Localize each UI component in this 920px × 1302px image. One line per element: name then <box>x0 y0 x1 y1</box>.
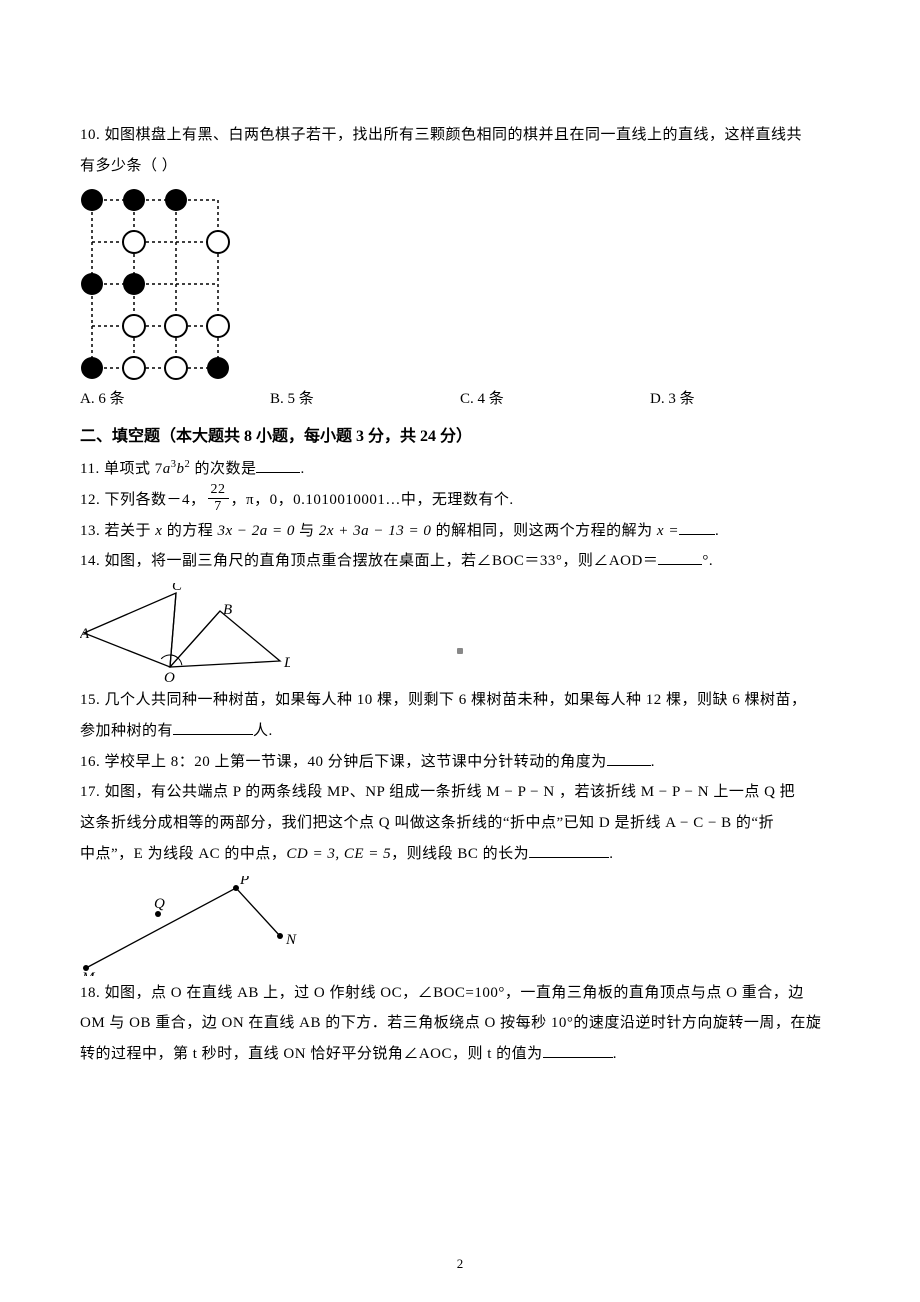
q10-opt-b: B. 5 条 <box>270 384 460 415</box>
svg-text:M: M <box>81 970 96 976</box>
q10-options: A. 6 条 B. 5 条 C. 4 条 D. 3 条 <box>80 384 840 415</box>
q15-end: 人. <box>253 723 273 739</box>
q12-post: 个. <box>494 492 514 508</box>
q15-a: 15. 几个人共同种一种树苗，如果每人种 10 棵，则剩下 6 棵树苗未种，如果… <box>80 685 840 716</box>
q11-post: 的次数是 <box>190 461 256 477</box>
svg-text:P: P <box>239 876 249 888</box>
svg-text:N: N <box>285 932 297 948</box>
q11-v1: a <box>163 461 171 477</box>
polyline-mpn-svg: M Q P N <box>80 876 300 976</box>
q12-den: 7 <box>208 499 229 514</box>
q13-eq1: 3x − 2a = 0 <box>217 523 294 539</box>
q15-b-line: 参加种树的有 人. <box>80 716 840 747</box>
q12-mid: ，π，0，0.1010010001…中，无理数有 <box>231 492 494 508</box>
q17-c-mid: ，则线段 BC 的长为 <box>391 846 529 862</box>
q18-b: OM 与 OB 重合，边 ON 在直线 AB 的下方．若三角板绕点 O 按每秒 … <box>80 1008 840 1039</box>
q13-pre: 13. 若关于 <box>80 523 155 539</box>
q17-blank <box>529 843 609 858</box>
q13-mid3: 的解相同，则这两个方程的解为 <box>431 523 657 539</box>
svg-text:A: A <box>80 626 90 642</box>
q18-end: . <box>613 1046 617 1062</box>
q18-c-line: 转的过程中，第 t 秒时，直线 ON 恰好平分锐角∠AOC，则 t 的值为. <box>80 1039 840 1070</box>
q11-blank <box>256 458 300 473</box>
q18-c: 转的过程中，第 t 秒时，直线 ON 恰好平分锐角∠AOC，则 t 的值为 <box>80 1046 543 1062</box>
q14-text: 14. 如图，将一副三角尺的直角顶点重合摆放在桌面上，若∠BOC＝33°，则∠A… <box>80 553 658 569</box>
svg-text:Q: Q <box>154 896 165 912</box>
svg-text:D: D <box>283 655 290 671</box>
q17-a: 17. 如图，有公共端点 P 的两条线段 MP、NP 组成一条折线 M − P … <box>80 777 840 808</box>
q17-c-line: 中点”，E 为线段 AC 的中点，CD = 3, CE = 5，则线段 BC 的… <box>80 839 840 870</box>
go-board-svg <box>80 188 230 380</box>
q14-end: °. <box>702 553 713 569</box>
q13-blank <box>679 520 715 535</box>
q14: 14. 如图，将一副三角尺的直角顶点重合摆放在桌面上，若∠BOC＝33°，则∠A… <box>80 546 840 577</box>
q11-end: . <box>300 461 304 477</box>
q10-text-b: 有多少条（ ） <box>80 151 840 182</box>
q17-c-eq: CD = 3, CE = 5 <box>286 846 391 862</box>
q16: 16. 学校早上 8：20 上第一节课，40 分钟后下课，这节课中分针转动的角度… <box>80 747 840 778</box>
page: 10. 如图棋盘上有黑、白两色棋子若干，找出所有三颗颜色相同的棋并且在同一直线上… <box>0 0 920 1302</box>
q17-figure: M Q P N <box>80 876 840 976</box>
q12-frac: 227 <box>208 483 229 514</box>
q18-blank <box>543 1043 613 1058</box>
q13-eq2: 2x + 3a − 13 = 0 <box>319 523 432 539</box>
q13-mid1: 的方程 <box>162 523 217 539</box>
q11: 11. 单项式 7a3b2 的次数是. <box>80 454 840 485</box>
q10-opt-d: D. 3 条 <box>650 384 840 415</box>
q12-num: 22 <box>208 483 229 499</box>
q11-coef: 7 <box>155 461 163 477</box>
q10-figure <box>80 188 840 380</box>
center-marker <box>457 648 463 654</box>
q18-a: 18. 如图，点 O 在直线 AB 上，过 O 作射线 OC，∠BOC=100°… <box>80 978 840 1009</box>
page-number: 2 <box>0 1256 920 1272</box>
q16-text: 16. 学校早上 8：20 上第一节课，40 分钟后下课，这节课中分针转动的角度… <box>80 754 607 770</box>
q14-blank <box>658 550 702 565</box>
triangle-rulers-svg: A B C D O <box>80 583 290 683</box>
q12: 12. 下列各数－4，227，π，0，0.1010010001…中，无理数有个. <box>80 485 840 516</box>
svg-text:C: C <box>172 583 183 594</box>
q17-end: . <box>609 846 613 862</box>
q10-text-a: 10. 如图棋盘上有黑、白两色棋子若干，找出所有三颗颜色相同的棋并且在同一直线上… <box>80 120 840 151</box>
q13-mid2: 与 <box>295 523 319 539</box>
q16-blank <box>607 751 651 766</box>
q10-opt-a: A. 6 条 <box>80 384 270 415</box>
q13: 13. 若关于 x 的方程 3x − 2a = 0 与 2x + 3a − 13… <box>80 516 840 547</box>
q16-end: . <box>651 754 655 770</box>
q13-end: . <box>715 523 719 539</box>
q15-blank <box>173 720 253 735</box>
q10-opt-c: C. 4 条 <box>460 384 650 415</box>
q15-b: 参加种树的有 <box>80 723 173 739</box>
svg-text:B: B <box>223 602 232 618</box>
q17-b: 这条折线分成相等的两部分，我们把这个点 Q 叫做这条折线的“折中点”已知 D 是… <box>80 808 840 839</box>
q12-pre: 12. 下列各数－4， <box>80 492 206 508</box>
svg-text:O: O <box>164 670 175 683</box>
q13-xeq: x = <box>657 523 679 539</box>
section-2-heading: 二、填空题（本大题共 8 小题，每小题 3 分，共 24 分） <box>80 420 840 454</box>
q11-pre: 11. 单项式 <box>80 461 155 477</box>
q17-c-pre: 中点”，E 为线段 AC 的中点， <box>80 846 286 862</box>
q14-figure: A B C D O <box>80 583 840 683</box>
